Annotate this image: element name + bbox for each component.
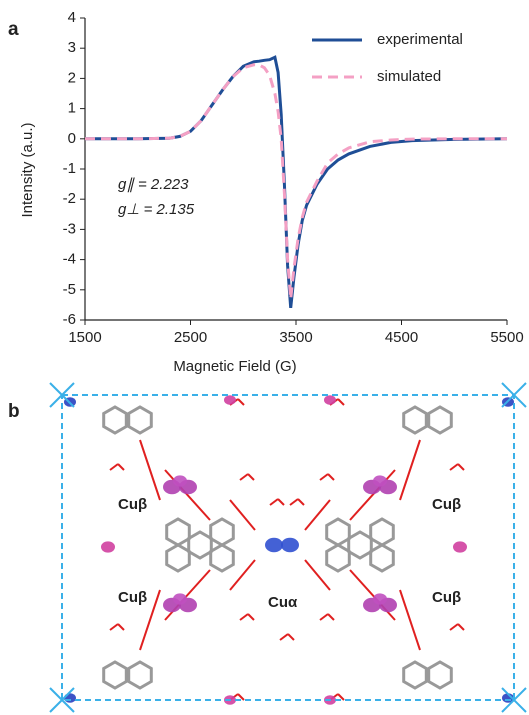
- ring: [371, 545, 394, 571]
- x-axis-label: Magnetic Field (G): [173, 358, 296, 375]
- y-tick-label: 0: [68, 130, 76, 147]
- x-tick-label: 1500: [68, 329, 101, 346]
- bond: [280, 634, 288, 640]
- ring: [327, 545, 350, 571]
- atom-label: Cuα: [268, 594, 298, 611]
- bond: [248, 614, 254, 620]
- ring: [129, 407, 152, 433]
- bond: [338, 399, 344, 405]
- bond: [450, 464, 458, 470]
- spin-density: [453, 541, 467, 552]
- ring: [104, 662, 127, 688]
- bond: [140, 440, 160, 500]
- spin-density: [64, 693, 76, 703]
- ring: [167, 545, 190, 571]
- bond: [240, 614, 248, 620]
- bond: [278, 499, 284, 505]
- y-tick-label: -5: [63, 281, 76, 298]
- ring: [167, 519, 190, 545]
- y-tick-label: 3: [68, 39, 76, 56]
- bond: [290, 499, 298, 505]
- ring: [189, 532, 212, 558]
- bond: [270, 499, 278, 505]
- bond: [240, 474, 248, 480]
- y-tick-label: -3: [63, 220, 76, 237]
- bond: [350, 470, 395, 520]
- atom-label: Cuβ: [118, 496, 147, 513]
- y-tick-label: -1: [63, 160, 76, 177]
- bond: [248, 474, 254, 480]
- atom-label: Cuβ: [432, 589, 461, 606]
- bond: [165, 470, 210, 520]
- bond: [118, 464, 124, 470]
- bond: [320, 614, 328, 620]
- x-tick-label: 5500: [490, 329, 523, 346]
- bond: [288, 634, 294, 640]
- annotation: g⊥ = 2.135: [118, 201, 195, 218]
- bond: [450, 624, 458, 630]
- y-tick-label: 4: [68, 9, 76, 26]
- ring: [349, 532, 372, 558]
- bond: [298, 499, 304, 505]
- bond: [320, 474, 328, 480]
- structure: Cuβ Cuβ Cuβ Cuβ Cuα: [50, 383, 526, 712]
- ring: [129, 662, 152, 688]
- bond: [458, 624, 464, 630]
- spin-density: [101, 541, 115, 552]
- atom-label: Cuβ: [118, 589, 147, 606]
- page: {"chart_data": {"type": "line", "panel_l…: [0, 0, 529, 715]
- y-tick-label: -6: [63, 311, 76, 328]
- bond: [165, 570, 210, 620]
- y-tick-label: 1: [68, 100, 76, 117]
- ring: [429, 662, 452, 688]
- spin-density: [281, 538, 299, 552]
- y-tick-label: 2: [68, 69, 76, 86]
- ring: [104, 407, 127, 433]
- spin-density: [373, 593, 387, 604]
- legend-label: experimental: [377, 31, 463, 48]
- ring: [211, 545, 234, 571]
- x-tick-label: 2500: [174, 329, 207, 346]
- bond: [400, 590, 420, 650]
- bond: [238, 399, 244, 405]
- ring: [404, 662, 427, 688]
- ring: [371, 519, 394, 545]
- y-tick-label: -4: [63, 251, 76, 268]
- bond: [110, 624, 118, 630]
- spin-density: [324, 395, 336, 405]
- spin-density: [173, 475, 187, 486]
- bond: [118, 624, 124, 630]
- x-tick-label: 4500: [385, 329, 418, 346]
- bond: [458, 464, 464, 470]
- figure: a Magnetic Field (G) Intensity (a.u.) g∥…: [0, 0, 529, 715]
- bond: [400, 440, 420, 500]
- ring: [327, 519, 350, 545]
- spin-density: [265, 538, 283, 552]
- x-tick-label: 3500: [279, 329, 312, 346]
- spin-density: [224, 395, 236, 405]
- panel-label: b: [8, 401, 20, 422]
- atom-label: Cuβ: [432, 496, 461, 513]
- ring: [429, 407, 452, 433]
- spin-density: [373, 475, 387, 486]
- ring: [404, 407, 427, 433]
- panel-label: a: [8, 19, 19, 40]
- bond: [110, 464, 118, 470]
- bond: [328, 474, 334, 480]
- y-tick-label: -2: [63, 190, 76, 207]
- bond: [350, 570, 395, 620]
- spin-density: [173, 593, 187, 604]
- bond: [328, 614, 334, 620]
- y-axis-label: Intensity (a.u.): [19, 122, 36, 217]
- ring: [211, 519, 234, 545]
- legend-label: simulated: [377, 68, 441, 85]
- annotation: g∥ = 2.223: [118, 176, 189, 193]
